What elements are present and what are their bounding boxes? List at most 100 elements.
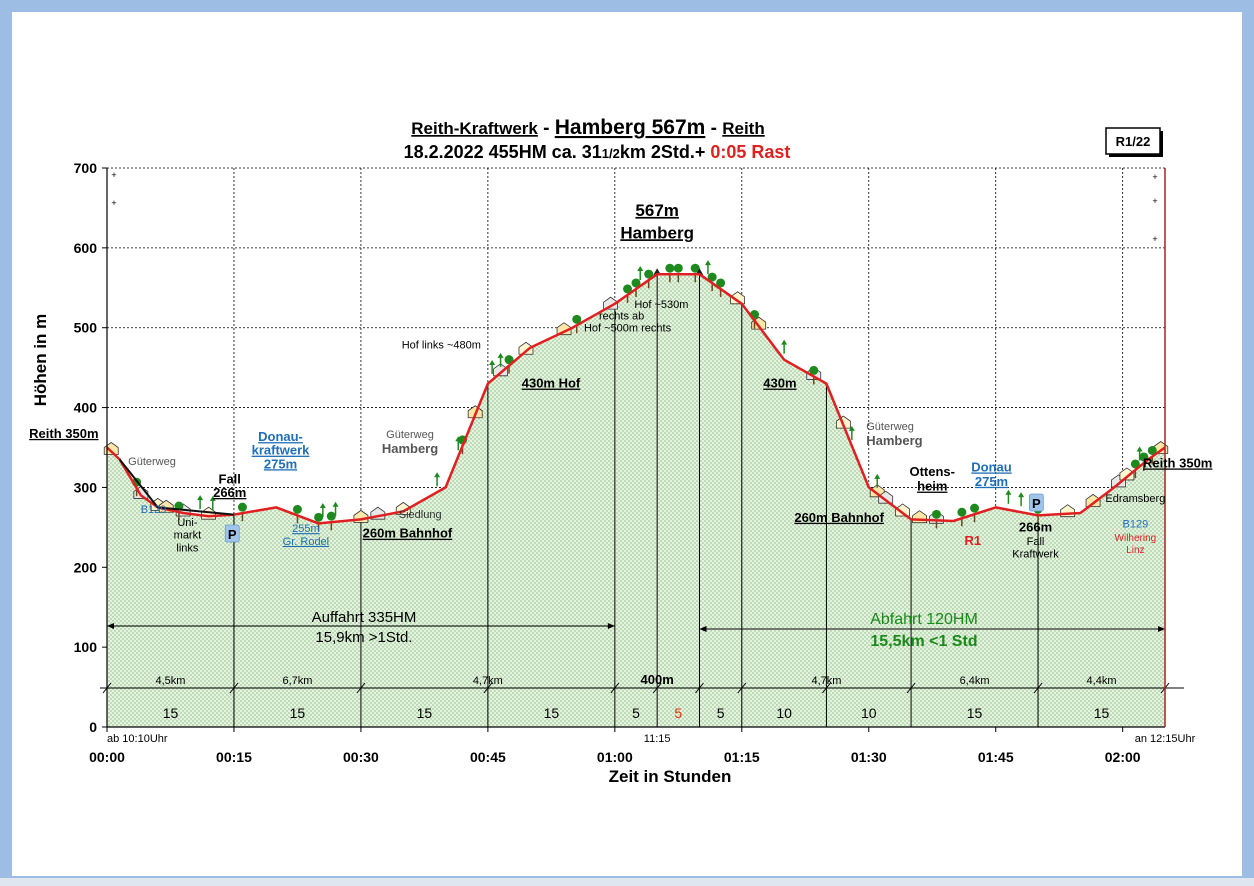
annotation-label: Güterweg [866, 421, 914, 433]
annotation-label: Hof links ~480m [402, 339, 481, 351]
arrow-up-icon [489, 360, 496, 366]
band-tick [822, 682, 831, 694]
segment-duration: 5 [717, 705, 725, 721]
annotation-label: Kraftwerk [1012, 549, 1059, 561]
band-tick [737, 682, 747, 694]
segment-distance: 6,7km [282, 675, 312, 687]
segment-distance: 4,7km [473, 675, 503, 687]
tree-icon [931, 509, 941, 519]
tree-icon [809, 365, 819, 375]
annotation-label: Güterweg [128, 456, 176, 468]
elevation-profile-chart: + + + + + 4,5km 6,7km 4,7km 400m 4,7km 6,4km 4,4km… [29, 116, 1212, 786]
ascent-range-arrow-head-right [607, 623, 615, 629]
plus-marker: + [1152, 172, 1157, 182]
tree-icon [631, 278, 641, 288]
band-tick [906, 682, 916, 694]
segment-duration: 15 [417, 705, 433, 721]
arrow-up-icon [497, 352, 504, 358]
house-icon [1119, 467, 1135, 481]
tree-icon [1130, 459, 1140, 469]
svg-text:Reith-Kraftwerk - Hamberg 567m: Reith-Kraftwerk - Hamberg 567m - Reith [411, 116, 764, 139]
status-strip [0, 878, 1254, 886]
annotation-label: 260m Bahnhof [363, 526, 453, 541]
house-icon [518, 341, 534, 355]
annotation-label: 567m [635, 201, 678, 220]
annotation-label: Hof ~530m [634, 299, 688, 311]
house-icon [556, 322, 572, 336]
chart-title: Reith-Kraftwerk - Hamberg 567m - Reith 1… [404, 116, 791, 162]
annotation-label: 275m [975, 474, 1008, 489]
plus-marker: + [111, 170, 116, 180]
axes: 0 100 200 300 400 500 600 700 00:00 00:15 00:30 00:… [74, 160, 1196, 765]
band-tick [695, 682, 704, 694]
segment-duration: 5 [632, 705, 640, 721]
tree-icon [957, 507, 967, 517]
tree-icon [673, 263, 683, 273]
descent-summary-line1: Abfahrt 120HM [870, 611, 978, 628]
annotation-label: B129 [141, 504, 167, 516]
annotation-label: R1 [965, 533, 982, 548]
x-tick-label: 01:30 [851, 749, 887, 765]
y-tick-label: 100 [74, 639, 98, 655]
x-tick-label: 01:00 [597, 749, 633, 765]
house-icon [603, 296, 619, 310]
plus-marker: + [1152, 196, 1157, 206]
parking-label: P [228, 527, 237, 542]
descent-range-arrow-head-right [1158, 626, 1165, 632]
tree-icon [504, 355, 514, 365]
y-tick-label: 200 [74, 559, 98, 575]
segment-duration: 15 [967, 705, 983, 721]
house-icon [493, 363, 508, 377]
subtitle-rast: 0:05 Rast [710, 142, 790, 162]
annotation-label: Hamberg [382, 441, 438, 456]
segment-distance: 4,5km [155, 675, 185, 687]
tree-icon [237, 502, 247, 512]
arrow-up-icon [1005, 489, 1012, 495]
y-tick-label: 500 [74, 320, 98, 336]
segment-distance: 6,4km [960, 675, 990, 687]
annotation-label: B129 [1123, 518, 1149, 530]
annotation-label: Ottens- [909, 464, 955, 479]
arrow-up-icon [848, 425, 855, 431]
annotation-label: Hamberg [620, 223, 694, 242]
title-sep1: - [538, 118, 555, 139]
annotation-label: Linz [1126, 545, 1144, 556]
x-tick-label: 01:45 [978, 749, 1014, 765]
segment-distance: 4,4km [1087, 675, 1117, 687]
tree-icon [292, 504, 302, 514]
parking-sign-icon [1028, 493, 1044, 512]
time-note: an 12:15Uhr [1135, 733, 1196, 745]
segment-duration: 15 [544, 705, 560, 721]
annotation-label: Wilhering [1115, 533, 1157, 544]
ascent-summary-line2: 15,9km >1Std. [315, 629, 412, 646]
ascent-range-arrow-head-left [107, 623, 114, 629]
annotation-label: Uni- [177, 517, 198, 529]
y-tick-label: 300 [74, 479, 98, 495]
annotation-label: Reith 350m [1143, 455, 1212, 470]
x-tick-label: 00:00 [89, 749, 125, 765]
annotation-label: 260m Bahnhof [794, 510, 884, 525]
band-tick [229, 682, 239, 694]
annotation-label: 266m [1019, 519, 1052, 534]
segment-duration: 5 [674, 705, 682, 721]
subtitle-km: km 2Std.+ [620, 142, 711, 162]
arrow-up-icon [197, 495, 204, 501]
arrow-up-icon [319, 502, 326, 508]
time-note: 11:15 [644, 733, 671, 745]
subtitle-main: 18.2.2022 455HM ca. 31 [404, 142, 602, 162]
annotation-label: Reith 350m [29, 426, 98, 441]
band-tick [610, 682, 620, 694]
y-tick-label: 700 [74, 160, 98, 176]
arrow-up-icon [704, 260, 711, 266]
annotation-label: Fall [219, 471, 241, 486]
time-note: ab 10:10Uhr [107, 733, 168, 745]
plus-marker: + [1152, 234, 1157, 244]
annotation-label: rechts ab [599, 311, 644, 323]
annotation-label: heim [917, 479, 947, 494]
arrow-up-icon [1018, 492, 1025, 498]
profile-line [106, 272, 1166, 525]
x-tick-label: 00:45 [470, 749, 506, 765]
x-axis-label: Zeit in Stunden [609, 767, 732, 786]
map-icons: PP [103, 260, 1169, 543]
profile-fill [107, 274, 1165, 727]
